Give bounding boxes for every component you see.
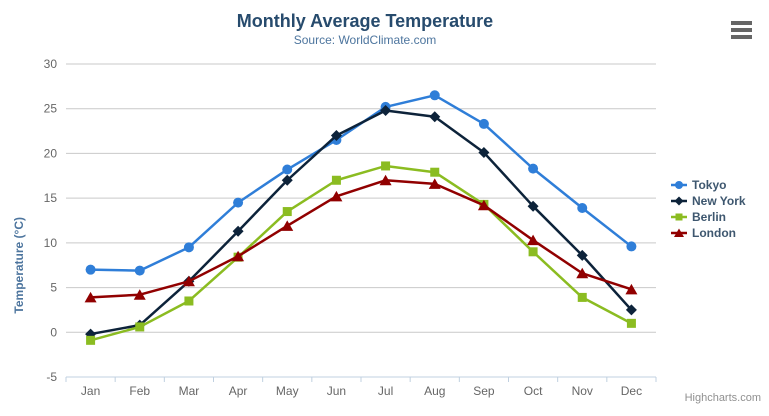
- legend-marker: [675, 213, 683, 221]
- data-point[interactable]: [232, 225, 244, 237]
- data-point[interactable]: [430, 167, 440, 177]
- x-axis-tick-label: Nov: [572, 384, 593, 398]
- legend-label: Berlin: [692, 210, 727, 224]
- data-point[interactable]: [527, 200, 539, 212]
- data-point[interactable]: [478, 147, 490, 159]
- data-point[interactable]: [233, 197, 244, 208]
- y-axis-tick-label: 10: [44, 236, 58, 250]
- chart-subtitle: Source: WorldClimate.com: [293, 33, 437, 47]
- data-point[interactable]: [183, 242, 194, 253]
- y-axis-tick-label: 25: [44, 102, 58, 116]
- square-marker-icon: [671, 213, 687, 221]
- data-point[interactable]: [133, 289, 146, 300]
- legend-label: Tokyo: [692, 178, 727, 192]
- data-point[interactable]: [86, 335, 96, 345]
- y-axis-tick-label: 30: [44, 57, 58, 71]
- data-point[interactable]: [528, 163, 539, 174]
- x-axis-tick-label: Aug: [424, 384, 445, 398]
- series-tokyo[interactable]: [85, 90, 637, 276]
- diamond-marker-icon: [671, 196, 687, 206]
- chart-title: Monthly Average Temperature: [236, 11, 494, 31]
- y-axis-tick-label: -5: [46, 370, 57, 384]
- data-point[interactable]: [428, 178, 441, 189]
- x-axis-tick-label: Apr: [229, 384, 248, 398]
- data-point[interactable]: [477, 199, 490, 211]
- data-point[interactable]: [478, 118, 489, 129]
- series-line: [89, 109, 633, 336]
- series-line: [89, 164, 633, 342]
- y-axis-tick-label: 5: [50, 281, 57, 295]
- data-point[interactable]: [135, 322, 145, 332]
- series-new-york[interactable]: [85, 105, 637, 340]
- x-axis-tick-label: Sep: [473, 384, 495, 398]
- data-point[interactable]: [282, 207, 292, 217]
- data-point[interactable]: [625, 304, 637, 316]
- y-axis-tick-label: 0: [50, 325, 57, 339]
- data-point[interactable]: [182, 275, 195, 287]
- x-axis-tick-label: Oct: [524, 384, 543, 398]
- data-point[interactable]: [576, 249, 588, 261]
- x-axis-tick-label: May: [276, 384, 299, 398]
- data-point[interactable]: [85, 264, 96, 275]
- x-axis-tick-label: Feb: [129, 384, 150, 398]
- hamburger-icon: [731, 35, 752, 39]
- legend-marker: [674, 228, 684, 237]
- series-london[interactable]: [84, 174, 638, 303]
- data-point[interactable]: [577, 292, 587, 302]
- data-point[interactable]: [232, 250, 245, 262]
- data-point[interactable]: [84, 291, 97, 303]
- x-axis-tick-label: Jan: [81, 384, 100, 398]
- data-point[interactable]: [379, 174, 392, 186]
- legend-label: New York: [692, 194, 746, 208]
- legend-item-london[interactable]: London: [671, 225, 746, 241]
- data-point[interactable]: [577, 202, 588, 213]
- data-point[interactable]: [381, 161, 391, 171]
- data-point[interactable]: [184, 296, 194, 306]
- legend: Tokyo New York Berlin London: [671, 177, 746, 241]
- context-menu-button[interactable]: [731, 21, 753, 41]
- hamburger-icon: [731, 21, 752, 25]
- triangle-marker-icon: [671, 228, 687, 237]
- data-point[interactable]: [429, 90, 440, 101]
- data-point[interactable]: [134, 265, 145, 276]
- data-point[interactable]: [625, 283, 638, 295]
- data-point[interactable]: [576, 267, 589, 279]
- x-axis-tick-label: Mar: [179, 384, 200, 398]
- series-line: [89, 94, 633, 272]
- data-point[interactable]: [527, 234, 540, 246]
- legend-marker: [674, 196, 684, 206]
- data-point[interactable]: [281, 220, 294, 231]
- y-axis-tick-label: 15: [44, 191, 58, 205]
- x-axis-tick-label: Jul: [378, 384, 393, 398]
- data-point[interactable]: [282, 164, 293, 175]
- hamburger-icon: [731, 28, 752, 32]
- credits-link[interactable]: Highcharts.com: [684, 392, 761, 404]
- x-axis-tick-label: Jun: [327, 384, 346, 398]
- data-point[interactable]: [626, 241, 637, 252]
- legend-item-tokyo[interactable]: Tokyo: [671, 177, 746, 193]
- data-point[interactable]: [626, 318, 636, 328]
- data-point[interactable]: [429, 111, 441, 123]
- legend-marker: [675, 181, 683, 189]
- circle-marker-icon: [671, 181, 687, 189]
- data-point[interactable]: [331, 175, 341, 185]
- data-point[interactable]: [528, 247, 538, 257]
- series-line: [89, 179, 633, 299]
- legend-label: London: [692, 226, 736, 240]
- legend-item-new-york[interactable]: New York: [671, 193, 746, 209]
- legend-item-berlin[interactable]: Berlin: [671, 209, 746, 225]
- data-point[interactable]: [330, 130, 342, 142]
- y-axis-title-text: Temperature (°C): [12, 217, 26, 314]
- data-point[interactable]: [380, 105, 392, 117]
- data-point[interactable]: [281, 174, 293, 186]
- x-axis-tick-label: Dec: [621, 384, 642, 398]
- y-axis-tick-label: 20: [44, 146, 58, 160]
- data-point[interactable]: [330, 190, 343, 202]
